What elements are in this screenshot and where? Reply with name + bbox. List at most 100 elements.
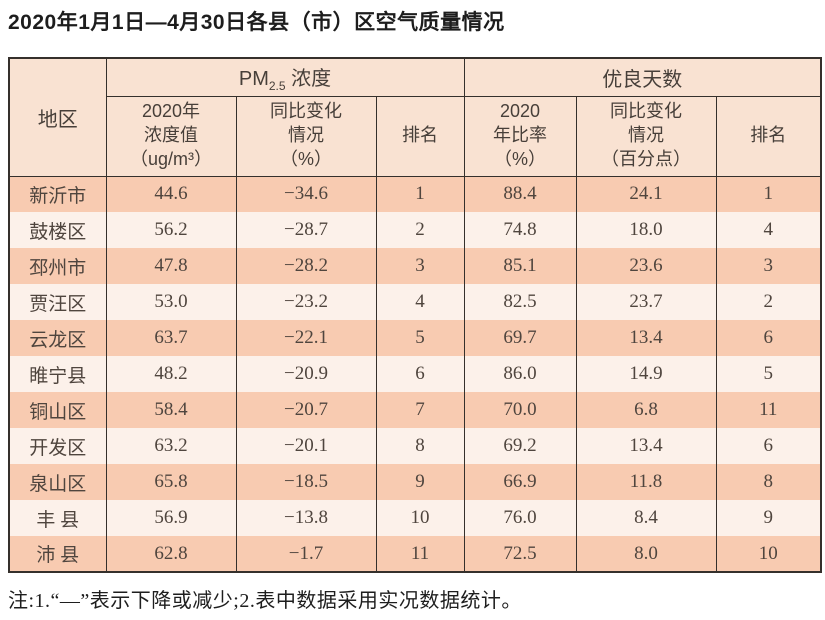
header-line: 同比变化	[610, 101, 683, 122]
value-cell: 82.5	[463, 284, 577, 320]
value-cell: 13.4	[575, 428, 717, 464]
value-cell: 4	[375, 284, 465, 320]
page-title: 2020年1月1日—4月30日各县（市）区空气质量情况	[8, 11, 505, 34]
value-cell: 23.6	[575, 248, 717, 284]
value-cell: 70.0	[463, 392, 577, 428]
value-cell: −28.7	[235, 212, 377, 248]
value-cell: 62.8	[105, 536, 237, 572]
value-cell: 86.0	[463, 356, 577, 392]
value-cell: 24.1	[575, 176, 717, 212]
value-cell: 63.2	[105, 428, 237, 464]
table-header: 地区 PM2.5 浓度 优良天数 2020年 浓度值 （ug/m³） 同比变化 …	[8, 57, 822, 177]
region-cell: 丰 县	[8, 500, 107, 536]
value-cell: 11	[715, 392, 822, 428]
header-line: 2020年	[141, 101, 201, 122]
value-cell: 7	[375, 392, 465, 428]
group-header-row: 地区 PM2.5 浓度 优良天数	[8, 57, 822, 177]
value-cell: 2	[375, 212, 465, 248]
value-cell: 66.9	[463, 464, 577, 500]
header-line: （%）	[494, 148, 547, 169]
header-col-pm-concentration: 2020年 浓度值 （ug/m³）	[105, 95, 237, 177]
header-line: （百分点）	[601, 148, 692, 169]
value-cell: 3	[375, 248, 465, 284]
header-line: 情况	[288, 125, 324, 146]
value-cell: 3	[715, 248, 822, 284]
value-cell: 2	[715, 284, 822, 320]
value-cell: 72.5	[463, 536, 577, 572]
value-cell: 14.9	[575, 356, 717, 392]
value-cell: 85.1	[463, 248, 577, 284]
value-cell: 23.7	[575, 284, 717, 320]
header-col-gd-rank: 排名	[715, 95, 822, 177]
value-cell: 9	[715, 500, 822, 536]
region-cell: 沛 县	[8, 536, 107, 572]
table-row: 贾汪区 53.0 −23.2 4 82.5 23.7 2	[8, 284, 822, 320]
value-cell: 76.0	[463, 500, 577, 536]
value-cell: 56.9	[105, 500, 237, 536]
table-body: 新沂市 44.6 −34.6 1 88.4 24.1 1 鼓楼区 56.2 −28.7 2 74.8 1…	[8, 176, 822, 572]
value-cell: 9	[375, 464, 465, 500]
value-cell: 6.8	[575, 392, 717, 428]
value-cell: 4	[715, 212, 822, 248]
value-cell: 69.7	[463, 320, 577, 356]
table-row: 丰 县 56.9 −13.8 10 76.0 8.4 9	[8, 500, 822, 536]
value-cell: 58.4	[105, 392, 237, 428]
header-col-gd-rate: 2020 年比率 （%）	[463, 95, 577, 177]
header-line: 情况	[628, 125, 665, 146]
header-group-good-days: 优良天数	[463, 57, 822, 97]
table-row: 泉山区 65.8 −18.5 9 66.9 11.8 8	[8, 464, 822, 500]
value-cell: 56.2	[105, 212, 237, 248]
header-col-gd-yoy-change: 同比变化 情况 （百分点）	[575, 95, 717, 177]
value-cell: −20.1	[235, 428, 377, 464]
value-cell: 63.7	[105, 320, 237, 356]
value-cell: −1.7	[235, 536, 377, 572]
value-cell: −22.1	[235, 320, 377, 356]
table-row: 邳州市 47.8 −28.2 3 85.1 23.6 3	[8, 248, 822, 284]
value-cell: −18.5	[235, 464, 377, 500]
table-row: 鼓楼区 56.2 −28.7 2 74.8 18.0 4	[8, 212, 822, 248]
value-cell: 11	[375, 536, 465, 572]
region-cell: 贾汪区	[8, 284, 107, 320]
header-col-pm-yoy-change: 同比变化 情况 （%）	[235, 95, 377, 177]
value-cell: 47.8	[105, 248, 237, 284]
header-line: 同比变化	[270, 101, 342, 122]
pm-suffix-label: 浓度	[285, 67, 332, 90]
region-cell: 铜山区	[8, 392, 107, 428]
region-cell: 邳州市	[8, 248, 107, 284]
value-cell: 8.4	[575, 500, 717, 536]
header-group-pm25: PM2.5 浓度	[105, 57, 465, 97]
value-cell: 13.4	[575, 320, 717, 356]
value-cell: 1	[375, 176, 465, 212]
table-row: 开发区 63.2 −20.1 8 69.2 13.4 6	[8, 428, 822, 464]
air-quality-table: 地区 PM2.5 浓度 优良天数 2020年 浓度值 （ug/m³） 同比变化 …	[8, 57, 823, 573]
value-cell: 8	[375, 428, 465, 464]
pm-label: PM	[238, 67, 269, 90]
value-cell: 6	[715, 320, 822, 356]
value-cell: 6	[375, 356, 465, 392]
header-line: 2020	[499, 101, 541, 122]
header-line: （ug/m³）	[129, 148, 212, 169]
value-cell: 48.2	[105, 356, 237, 392]
value-cell: 53.0	[105, 284, 237, 320]
value-cell: −34.6	[235, 176, 377, 212]
value-cell: 88.4	[463, 176, 577, 212]
region-cell: 睢宁县	[8, 356, 107, 392]
header-region: 地区	[8, 57, 107, 177]
value-cell: 5	[375, 320, 465, 356]
value-cell: 10	[375, 500, 465, 536]
table-row: 新沂市 44.6 −34.6 1 88.4 24.1 1	[8, 176, 822, 212]
region-cell: 泉山区	[8, 464, 107, 500]
region-cell: 云龙区	[8, 320, 107, 356]
header-col-pm-rank: 排名	[375, 95, 465, 177]
header-line: 浓度值	[144, 125, 198, 146]
value-cell: 1	[715, 176, 822, 212]
region-cell: 新沂市	[8, 176, 107, 212]
value-cell: −20.7	[235, 392, 377, 428]
table-row: 睢宁县 48.2 −20.9 6 86.0 14.9 5	[8, 356, 822, 392]
region-cell: 开发区	[8, 428, 107, 464]
header-line: 排名	[402, 125, 438, 146]
value-cell: −28.2	[235, 248, 377, 284]
value-cell: 74.8	[463, 212, 577, 248]
value-cell: 10	[715, 536, 822, 572]
